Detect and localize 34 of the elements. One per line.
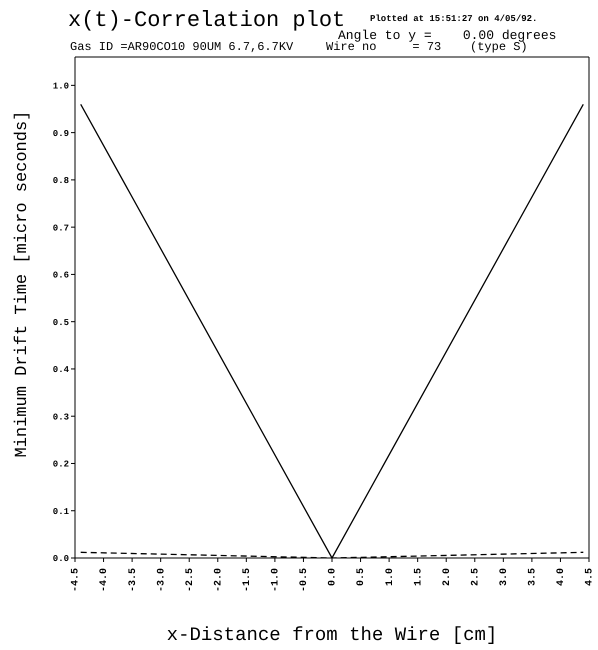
x-tick-label: -4.0 [99,568,110,592]
text: Plotted at 15:51:27 on 4/05/92. [370,14,538,24]
x-tick-label: -1.0 [270,568,282,592]
x-tick-label: 3.5 [528,568,539,586]
y-tick-label: 0.3 [52,412,69,422]
y-axis-title: Minimum Drift Time [micro seconds] [13,110,32,458]
x-tick-label: -2.0 [213,568,224,592]
y-tick-label: 0.6 [52,270,69,281]
x-tick-label: -3.5 [128,568,139,592]
y-tick-label: 0.9 [52,128,69,139]
x-tick-label: 1.5 [413,568,424,586]
x-tick-label: 2.0 [442,568,453,586]
y-tick-label: 1.0 [52,82,69,92]
x-tick-label: -1.5 [242,568,253,592]
x-axis-title: x-Distance from the Wire [cm] [166,624,498,646]
y-tick-label: 0.1 [52,506,70,517]
x-tick-label: 1.0 [384,568,396,586]
x-tick-label: 0.0 [328,568,339,586]
x-tick-label: -4.5 [70,568,82,592]
y-tick-label: 0.7 [52,223,69,234]
x-tick-label: -0.5 [299,568,310,592]
y-tick-label: 0.0 [52,554,69,564]
x-tick-label: 3.0 [498,568,510,586]
x-tick-label: -3.0 [156,568,168,592]
y-tick-label: 0.8 [52,176,69,186]
x-tick-label: 2.5 [470,568,482,586]
y-tick-label: 0.5 [52,318,69,328]
y-tick-label: 0.4 [52,365,70,376]
text: Gas ID =AR90CO10 90UM 6.7,6.7KV [70,40,294,54]
x-tick-label: 4.5 [584,568,596,586]
x-tick-label: -2.5 [184,568,196,592]
x-tick-label: 0.5 [356,568,368,586]
x-tick-label: 4.0 [556,568,568,586]
y-tick-label: 0.2 [52,460,69,470]
